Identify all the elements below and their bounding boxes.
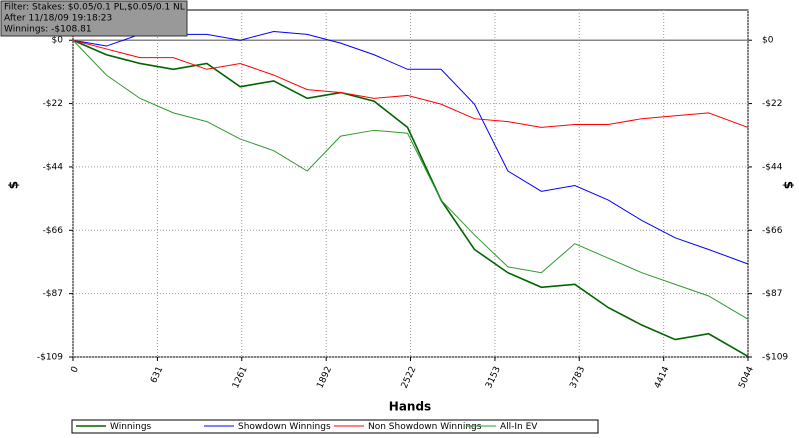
legend-label: Winnings — [110, 422, 152, 432]
y2-tick-label: -$66 — [762, 226, 783, 236]
y2-tick-label: -$22 — [762, 99, 782, 109]
legend-label: All-In EV — [500, 422, 538, 432]
y2-axis-label: $ — [782, 181, 796, 189]
y-tick-label: -$44 — [43, 162, 64, 172]
y2-tick-label: -$87 — [762, 289, 782, 299]
x-tick-label: 4414 — [653, 365, 672, 390]
filter-box: Filter: Stakes: $0.05/0.1 PL,$0.05/0.1 N… — [0, 0, 188, 37]
series-line — [72, 39, 749, 358]
x-axis-label: Hands — [389, 400, 431, 414]
x-tick-label: 631 — [149, 365, 165, 385]
filter-text: Winnings: -$108.81 — [4, 25, 92, 35]
y-tick-label: $0 — [52, 36, 64, 46]
series-line — [72, 39, 749, 320]
legend-label: Showdown Winnings — [238, 422, 331, 432]
filter-background — [0, 0, 188, 37]
y-axis-label: $ — [7, 181, 21, 189]
y-tick-label: -$109 — [37, 353, 63, 363]
x-tick-label: 1892 — [315, 365, 334, 390]
y-tick-label: -$87 — [43, 289, 63, 299]
x-tick-label: 5044 — [737, 365, 756, 390]
series-line — [72, 39, 749, 128]
x-tick-label: 1261 — [231, 365, 250, 390]
x-tick-label: 0 — [69, 365, 81, 375]
x-tick-label: 3783 — [568, 365, 587, 390]
x-tick-label: 3153 — [484, 365, 503, 390]
y2-tick-label: $0 — [762, 36, 774, 46]
y-tick-label: -$22 — [43, 99, 63, 109]
filter-text: After 11/18/09 19:18:23 — [4, 14, 112, 24]
x-tick-label: 2522 — [400, 365, 419, 390]
y-tick-label: -$66 — [43, 226, 64, 236]
legend-label: Non Showdown Winnings — [368, 422, 482, 432]
y2-tick-label: -$44 — [762, 162, 783, 172]
y2-tick-label: -$109 — [762, 353, 788, 363]
filter-text: Filter: Stakes: $0.05/0.1 PL,$0.05/0.1 N… — [4, 3, 185, 13]
